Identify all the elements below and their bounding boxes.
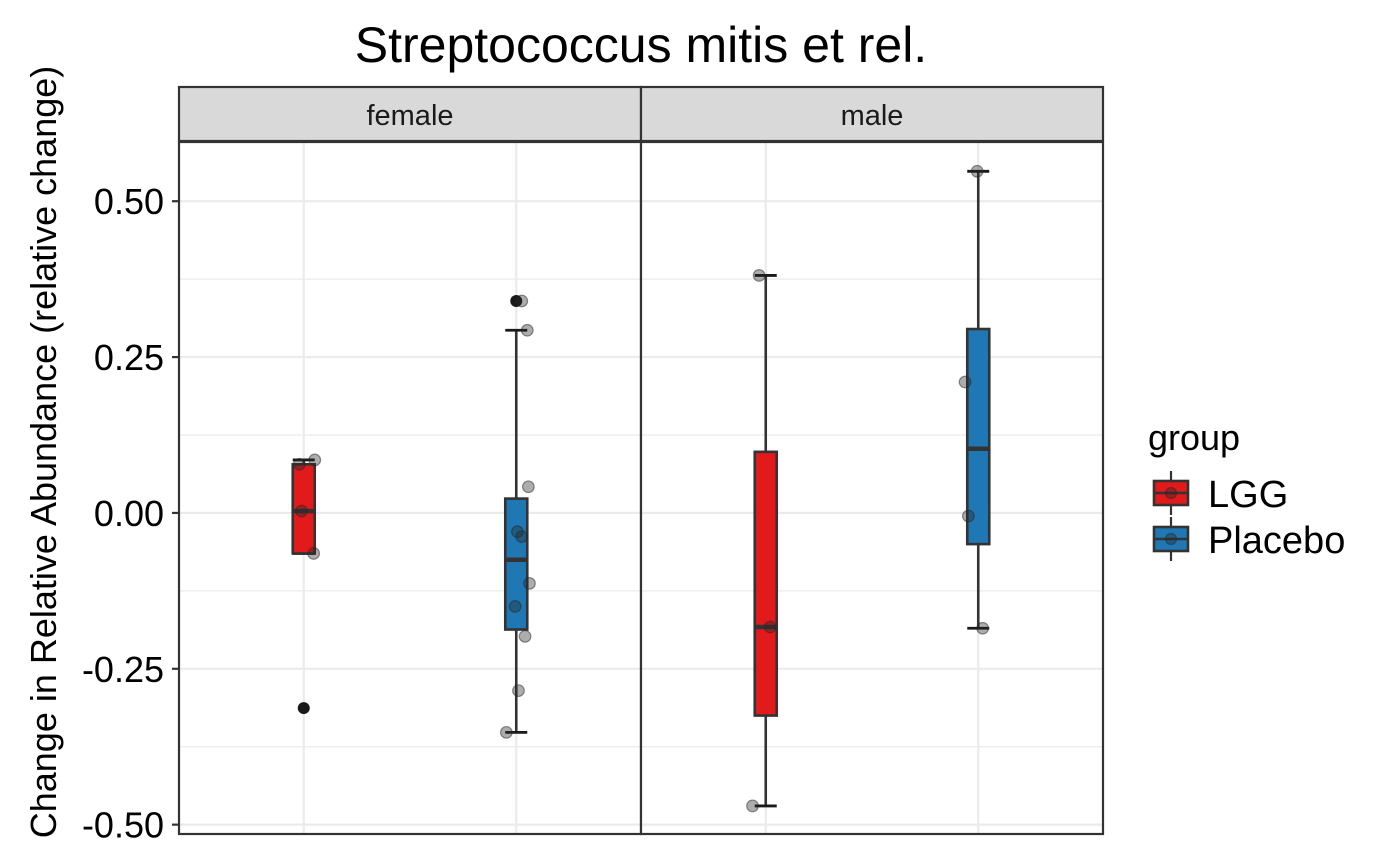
jitter-point bbox=[292, 457, 306, 471]
jitter-point bbox=[508, 600, 522, 613]
jitter-point bbox=[499, 725, 513, 739]
jitter-point bbox=[961, 509, 975, 523]
facet-strip bbox=[639, 85, 1105, 143]
outlier-point bbox=[297, 702, 310, 715]
box-placebo bbox=[965, 169, 991, 630]
jitter-point bbox=[307, 547, 321, 560]
jitter-point bbox=[295, 504, 308, 518]
box-body bbox=[965, 327, 991, 546]
chart-title: Streptococcus mitis et rel. bbox=[355, 17, 927, 73]
jitter-point bbox=[763, 620, 777, 634]
y-tick-label: 0.00 bbox=[94, 493, 164, 534]
legend-key-point bbox=[1164, 486, 1178, 500]
jitter-point bbox=[510, 525, 524, 539]
jitter-point bbox=[752, 269, 766, 282]
jitter-point bbox=[523, 576, 536, 590]
legend-label: LGG bbox=[1208, 474, 1288, 516]
facet-panels: female male bbox=[177, 85, 1105, 836]
jitter-point bbox=[521, 480, 535, 494]
facet-panel-female: female bbox=[177, 85, 643, 836]
jitter-point bbox=[958, 375, 972, 389]
facet-strip-label: female bbox=[366, 100, 453, 132]
y-axis-ticks: 0.50 0.25 0.00 -0.25 -0.50 bbox=[82, 181, 179, 846]
panel-background bbox=[641, 142, 1103, 834]
y-tick-label: -0.25 bbox=[82, 649, 164, 690]
y-tick-label: 0.25 bbox=[94, 337, 164, 378]
y-axis-label: Change in Relative Abundance (relative c… bbox=[23, 66, 64, 839]
facet-strip bbox=[177, 85, 643, 143]
legend-item-lgg: LGG bbox=[1152, 471, 1288, 516]
box-lgg bbox=[753, 274, 779, 808]
facet-panel-male: male bbox=[639, 85, 1105, 836]
legend-title: group bbox=[1148, 417, 1240, 458]
jitter-point bbox=[308, 453, 322, 467]
legend-item-placebo: Placebo bbox=[1152, 517, 1345, 562]
jitter-point bbox=[976, 621, 990, 635]
y-tick-label: 0.50 bbox=[94, 181, 164, 222]
panel-background bbox=[179, 142, 641, 834]
box-body bbox=[753, 450, 779, 717]
y-tick-label: -0.50 bbox=[82, 805, 164, 846]
legend-label: Placebo bbox=[1208, 520, 1345, 562]
facet-strip-label: male bbox=[841, 100, 904, 132]
jitter-point bbox=[518, 629, 532, 643]
jitter-point bbox=[520, 323, 534, 337]
jitter-point bbox=[512, 684, 525, 698]
jitter-point bbox=[746, 799, 759, 813]
jitter-point bbox=[515, 294, 529, 308]
jitter-point bbox=[970, 164, 984, 178]
jitter-point bbox=[515, 530, 529, 544]
legend-key-point bbox=[1164, 532, 1178, 546]
